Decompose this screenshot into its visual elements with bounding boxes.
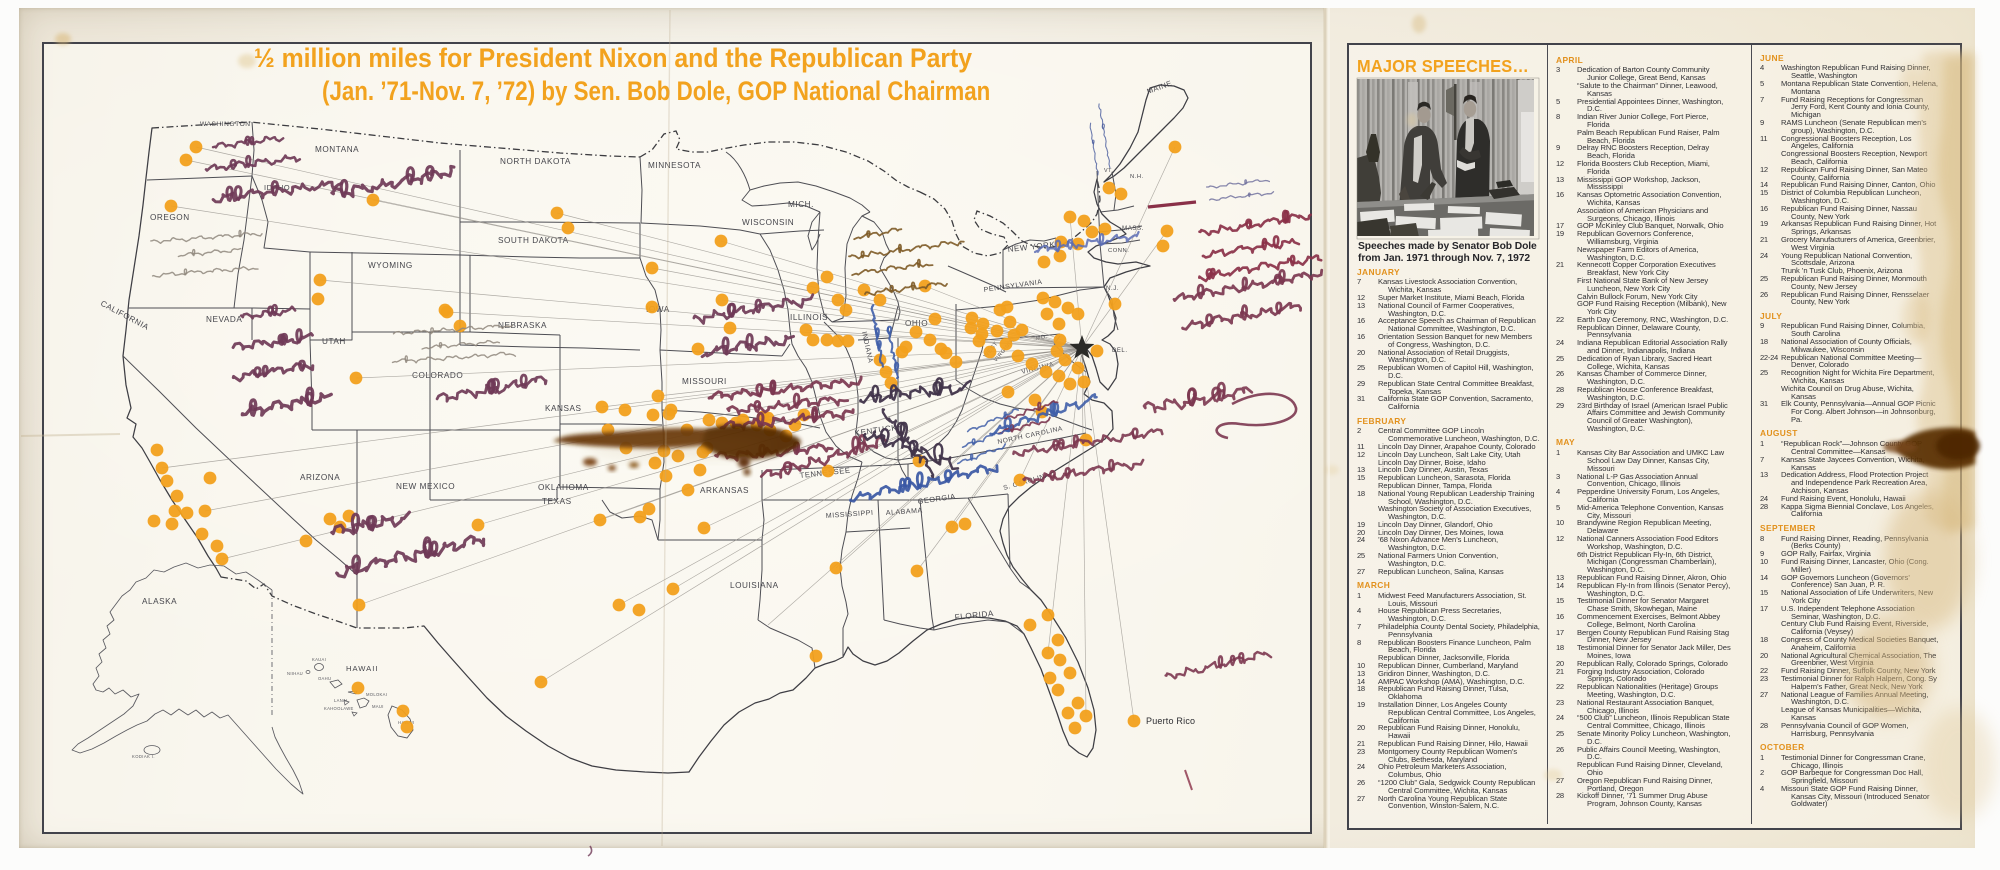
svg-text:MASS.: MASS. — [1122, 225, 1144, 232]
svg-text:KANSAS: KANSAS — [545, 404, 582, 413]
svg-text:WYOMING: WYOMING — [368, 261, 413, 270]
svg-text:MONTANA: MONTANA — [315, 145, 359, 154]
svg-text:MAUI: MAUI — [372, 704, 384, 709]
svg-text:MINNESOTA: MINNESOTA — [648, 161, 701, 170]
svg-text:MICH.: MICH. — [788, 200, 814, 209]
svg-text:FLORIDA: FLORIDA — [954, 609, 994, 622]
svg-text:WISCONSIN: WISCONSIN — [742, 218, 794, 227]
svg-text:SOUTH DAKOTA: SOUTH DAKOTA — [498, 236, 569, 245]
svg-text:UTAH: UTAH — [322, 337, 346, 346]
svg-text:TEXAS: TEXAS — [542, 497, 572, 506]
svg-text:CALIFORNIA: CALIFORNIA — [99, 299, 151, 332]
svg-text:DEL.: DEL. — [1112, 348, 1128, 354]
svg-text:KAHOOLAWE: KAHOOLAWE — [324, 706, 354, 711]
svg-text:MISSISSIPPI: MISSISSIPPI — [826, 510, 874, 520]
svg-text:CONN.: CONN. — [1108, 248, 1129, 254]
svg-text:KODIAK I.: KODIAK I. — [132, 754, 155, 759]
svg-text:ARIZONA: ARIZONA — [300, 473, 340, 482]
svg-text:VT.: VT. — [1104, 168, 1113, 174]
svg-text:MOLOKAI: MOLOKAI — [366, 692, 387, 697]
svg-text:LANAI: LANAI — [334, 698, 348, 703]
svg-text:OREGON: OREGON — [150, 213, 190, 222]
svg-text:HAWAII: HAWAII — [346, 664, 378, 673]
svg-text:Puerto Rico: Puerto Rico — [1146, 716, 1195, 726]
svg-text:NEBRASKA: NEBRASKA — [498, 321, 547, 330]
svg-text:ALASKA: ALASKA — [142, 597, 177, 606]
svg-text:NIIHAU: NIIHAU — [287, 671, 303, 676]
svg-text:OAHU: OAHU — [318, 676, 331, 681]
svg-text:LOUISIANA: LOUISIANA — [730, 581, 779, 590]
svg-text:OKLAHOMA: OKLAHOMA — [538, 483, 589, 492]
svg-text:N.H.: N.H. — [1130, 174, 1144, 180]
svg-text:WASHINGTON: WASHINGTON — [200, 121, 251, 128]
svg-text:NORTH DAKOTA: NORTH DAKOTA — [500, 157, 571, 166]
svg-text:N.J.: N.J. — [1106, 285, 1119, 292]
svg-text:ARKANSAS: ARKANSAS — [700, 486, 749, 495]
svg-text:NEW MEXICO: NEW MEXICO — [396, 482, 455, 491]
svg-text:KAUAI: KAUAI — [312, 657, 326, 662]
svg-text:MISSOURI: MISSOURI — [682, 377, 727, 386]
svg-text:COLORADO: COLORADO — [412, 371, 463, 380]
svg-text:ALABAMA: ALABAMA — [886, 507, 923, 517]
svg-text:NEVADA: NEVADA — [206, 315, 242, 324]
svg-text:MAINE: MAINE — [1146, 78, 1174, 95]
svg-text:PENNSYLVANIA: PENNSYLVANIA — [983, 279, 1043, 294]
svg-text:NEW YORK: NEW YORK — [1007, 240, 1056, 254]
svg-text:ILLINOIS: ILLINOIS — [790, 313, 828, 322]
svg-text:OHIO: OHIO — [905, 319, 928, 328]
svg-text:GEORGIA: GEORGIA — [917, 492, 956, 506]
